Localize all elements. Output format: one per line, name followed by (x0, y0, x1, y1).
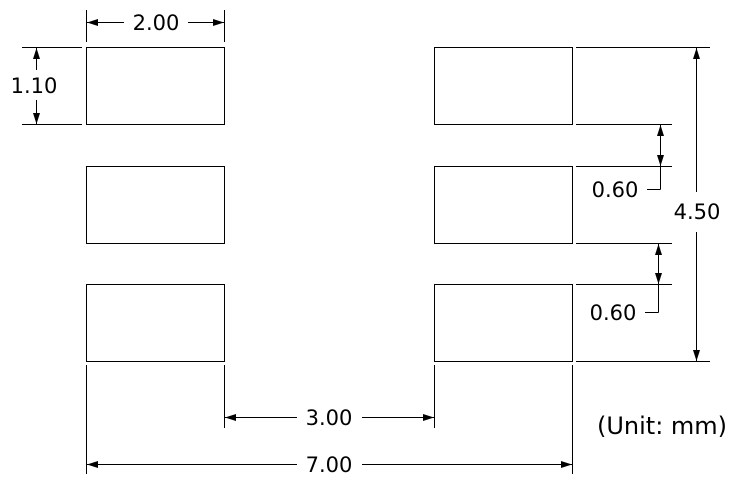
dimension-total-height: 4.50 (576, 47, 721, 362)
left-pad-column (86, 47, 225, 362)
pad-height-label: 1.10 (11, 74, 58, 98)
pad-right-middle (434, 166, 573, 244)
inner-spacing-label: 3.00 (306, 406, 353, 430)
pad-left-bottom (86, 284, 225, 362)
dimension-pad-width: 2.00 (86, 10, 225, 42)
dimension-gap-lower: 0.60 (576, 243, 672, 325)
total-width-label: 7.00 (306, 453, 353, 477)
unit-note: (Unit: mm) (597, 412, 727, 440)
dimension-total-width: 7.00 (86, 365, 573, 477)
right-pad-column (434, 47, 573, 362)
pad-left-middle (86, 166, 225, 244)
total-height-label: 4.50 (674, 200, 721, 224)
dimension-gap-upper: 0.60 (576, 124, 672, 202)
dimension-inner-spacing: 3.00 (224, 365, 435, 430)
pad-width-label: 2.00 (133, 11, 180, 35)
pad-left-top (86, 47, 225, 125)
gap-lower-label: 0.60 (590, 301, 637, 325)
pad-right-top (434, 47, 573, 125)
dimension-pad-height: 1.10 (11, 47, 82, 125)
gap-upper-label: 0.60 (592, 178, 639, 202)
pad-right-bottom (434, 284, 573, 362)
